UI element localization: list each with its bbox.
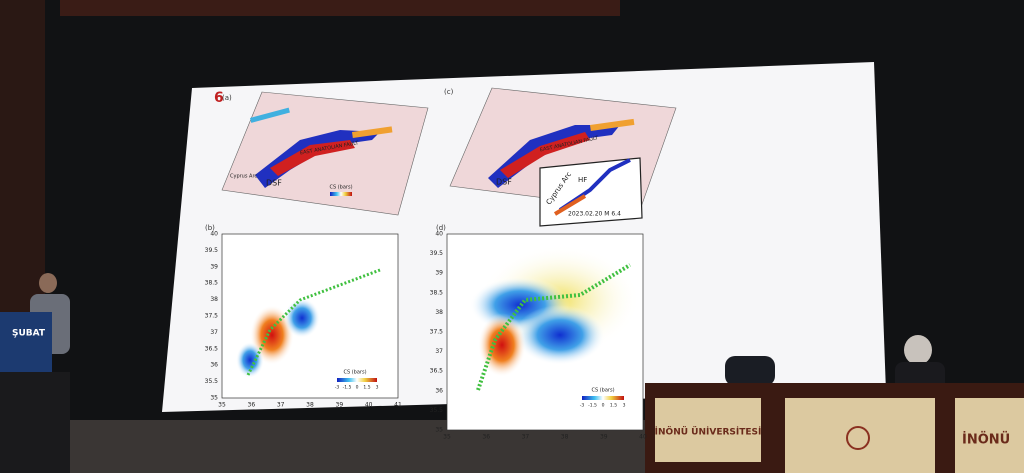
university-logo xyxy=(846,426,870,450)
colorbar-tick: 0 xyxy=(602,403,605,409)
y-tick-label: 35.5 xyxy=(430,407,444,414)
aftershocks xyxy=(476,263,632,391)
panel-label: (b) xyxy=(205,224,215,232)
x-tick-label: 40 xyxy=(365,402,373,409)
fault-label: Cyprus Arc xyxy=(230,174,257,180)
x-tick-label: 37 xyxy=(277,402,285,409)
x-tick-label: 38 xyxy=(561,434,569,441)
ceiling-trim xyxy=(60,0,620,16)
fault-model-a-red xyxy=(270,140,355,176)
fault-segment xyxy=(250,107,290,123)
y-tick-label: 37 xyxy=(435,348,443,355)
y-tick-label: 36 xyxy=(210,362,218,369)
colorbar-tick: 3 xyxy=(376,385,379,391)
stress-lobe xyxy=(515,305,605,365)
colorbar-tick: -1.5 xyxy=(343,385,352,391)
y-tick-label: 40 xyxy=(210,231,218,238)
colorbar-tick: -3 xyxy=(335,385,340,391)
colorbar-title: CS (bars) xyxy=(343,370,366,376)
y-tick-label: 35 xyxy=(435,427,443,434)
desk-text: İNÖNÜ ÜNİVERSİTESİ xyxy=(655,427,762,438)
colorbar-tick: -1.5 xyxy=(588,403,597,409)
colorbar xyxy=(337,378,377,382)
colorbar-title: CS (bars) xyxy=(329,185,352,191)
x-tick-label: 39 xyxy=(600,434,608,441)
y-tick-label: 37 xyxy=(210,329,218,336)
inset-label: HF xyxy=(578,176,587,184)
y-tick-label: 39 xyxy=(435,270,443,277)
colorbar-tick: 1.5 xyxy=(610,403,617,409)
y-tick-label: 39.5 xyxy=(205,247,219,254)
panel-label: (c) xyxy=(444,88,454,96)
y-tick-label: 35 xyxy=(210,395,218,402)
stress-lobe xyxy=(236,342,264,378)
y-tick-label: 37.5 xyxy=(430,329,444,336)
fault-model-c-red xyxy=(500,132,590,178)
banner-text: ŞUBAT xyxy=(12,329,46,339)
panel-label: (d) xyxy=(436,224,446,232)
colorbar-tick: -3 xyxy=(580,403,585,409)
aftershocks xyxy=(246,268,381,376)
y-tick-label: 38.5 xyxy=(205,280,219,287)
fault-segment xyxy=(590,118,635,131)
panel-label: (a) xyxy=(222,94,232,102)
stress-lobe xyxy=(478,313,526,377)
x-tick-label: 36 xyxy=(482,434,490,441)
y-tick-label: 38 xyxy=(435,309,443,316)
colorbar xyxy=(582,396,624,400)
x-tick-label: 36 xyxy=(248,402,256,409)
y-tick-label: 38.5 xyxy=(430,289,444,296)
desk-panel xyxy=(655,398,761,462)
x-tick-label: 39 xyxy=(336,402,344,409)
y-tick-label: 35.5 xyxy=(205,378,219,385)
colorbar-tick: 1.5 xyxy=(363,385,370,391)
colorbar xyxy=(330,192,352,196)
y-tick-label: 39.5 xyxy=(430,250,444,257)
fault-label: DSF xyxy=(496,178,512,187)
chair xyxy=(725,356,775,386)
y-tick-label: 39 xyxy=(210,263,218,270)
colorbar-tick: 3 xyxy=(623,403,626,409)
panelist-head xyxy=(904,335,932,365)
desk-text: İNÖNÜ xyxy=(962,432,1010,448)
desk-panel xyxy=(955,398,1024,473)
x-tick-label: 35 xyxy=(443,434,451,441)
x-tick-label: 41 xyxy=(394,402,402,409)
desk-panel xyxy=(785,398,935,473)
y-tick-label: 38 xyxy=(210,296,218,303)
speaker-head xyxy=(39,273,57,293)
y-tick-label: 36.5 xyxy=(205,345,219,352)
inset-event: 2023.02.20 M 6.4 xyxy=(568,211,621,218)
y-tick-label: 40 xyxy=(435,231,443,238)
x-tick-label: 37 xyxy=(522,434,530,441)
y-tick-label: 36.5 xyxy=(430,368,444,375)
x-tick-label: 40 xyxy=(639,434,647,441)
stress-lobe xyxy=(284,298,320,338)
fault-label: DSF xyxy=(266,179,282,188)
fault-model-c xyxy=(488,125,620,188)
colorbar-tick: 0 xyxy=(356,385,359,391)
slide-number: 6 xyxy=(214,90,224,106)
podium-base xyxy=(0,372,70,473)
y-tick-label: 37.5 xyxy=(205,313,219,320)
inset-fault xyxy=(553,194,587,216)
y-tick-label: 36 xyxy=(435,387,443,394)
x-tick-label: 38 xyxy=(306,402,314,409)
x-tick-label: 35 xyxy=(218,402,226,409)
colorbar-title: CS (bars) xyxy=(591,388,614,394)
fault-segment xyxy=(352,126,393,138)
podium xyxy=(0,312,52,372)
